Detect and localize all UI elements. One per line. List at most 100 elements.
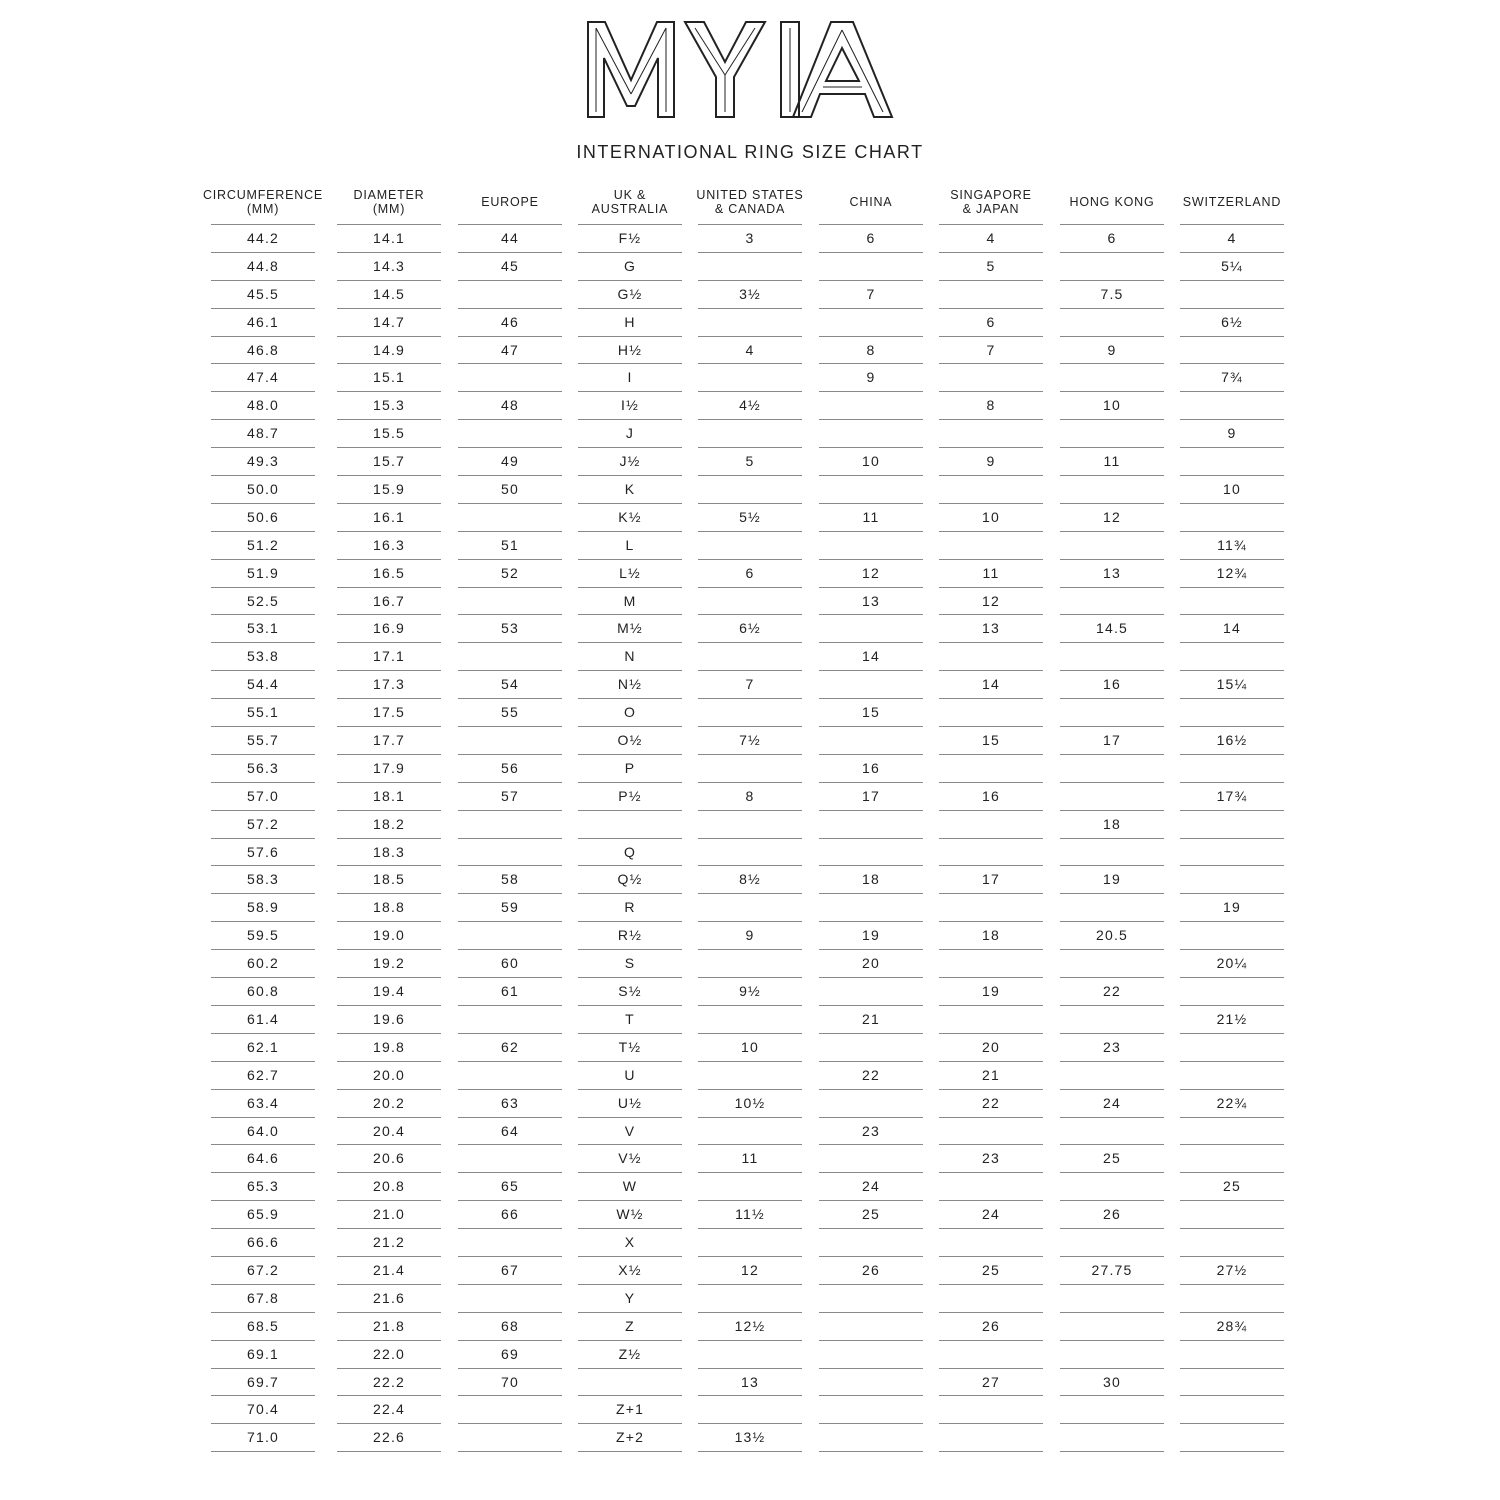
- table-cell: 15.9: [337, 476, 441, 504]
- table-cell: 10½: [698, 1090, 802, 1118]
- table-cell: 20: [939, 1034, 1043, 1062]
- table-cell: 25: [1060, 1145, 1164, 1174]
- table-cell: L: [578, 532, 682, 560]
- table-cell: T½: [578, 1034, 682, 1062]
- table-cell: [1180, 978, 1284, 1006]
- table-cell: 57.2: [211, 811, 315, 839]
- table-cell: [1060, 1341, 1164, 1369]
- table-cell: [698, 1285, 802, 1313]
- table-cell: 12: [819, 560, 923, 588]
- table-cell: [1060, 1062, 1164, 1090]
- table-cell: [698, 643, 802, 672]
- table-cell: 6: [698, 560, 802, 588]
- table-cell: 12: [1060, 504, 1164, 532]
- table-cell: 60: [458, 950, 562, 979]
- table-cell: O½: [578, 727, 682, 755]
- table-cell: 15.3: [337, 392, 441, 421]
- table-cell: 21.4: [337, 1257, 441, 1285]
- table-cell: 13: [698, 1369, 802, 1397]
- table-cell: 9: [939, 448, 1043, 477]
- table-cell: [698, 1396, 802, 1425]
- table-column: 6 7 8 9 10 11 12 13 14 15 16 17 18 19 20 21 22 23 24 25 26: [819, 224, 923, 1453]
- table-cell: [1180, 1145, 1284, 1174]
- table-cell: [458, 281, 562, 309]
- table-cell: U: [578, 1062, 682, 1090]
- table-cell: 15¼: [1180, 671, 1284, 700]
- table-cell: [939, 1006, 1043, 1034]
- table-cell: 62.1: [211, 1034, 315, 1062]
- column-header: EUROPE: [481, 195, 539, 209]
- table-cell: 17: [939, 866, 1043, 895]
- table-cell: 48: [458, 392, 562, 421]
- table-cell: [939, 1173, 1043, 1202]
- table-cell: 65.9: [211, 1201, 315, 1230]
- table-cell: 8: [698, 783, 802, 811]
- table-cell: [1180, 1424, 1284, 1453]
- table-cell: 21.8: [337, 1313, 441, 1341]
- table-cell: 47: [458, 337, 562, 365]
- table-cell: [1180, 643, 1284, 672]
- table-cell: [939, 894, 1043, 923]
- table-cell: 69.1: [211, 1341, 315, 1369]
- table-cell: 14: [939, 671, 1043, 700]
- table-cell: [1060, 420, 1164, 449]
- table-cell: 59.5: [211, 922, 315, 951]
- table-cell: Y: [578, 1285, 682, 1313]
- table-cell: [698, 839, 802, 867]
- table-cell: [1060, 364, 1164, 393]
- table-cell: 18.3: [337, 839, 441, 867]
- table-cell: S½: [578, 978, 682, 1006]
- table-cell: 22.0: [337, 1341, 441, 1369]
- table-cell: [1180, 588, 1284, 616]
- table-cell: 6½: [698, 615, 802, 644]
- table-cell: 21: [939, 1062, 1043, 1090]
- table-cell: [1180, 1034, 1284, 1062]
- table-cell: 24: [819, 1173, 923, 1202]
- table-cell: [698, 309, 802, 337]
- table-cell: 20¼: [1180, 950, 1284, 979]
- table-cell: 17: [819, 783, 923, 811]
- table-cell: 68: [458, 1313, 562, 1341]
- table-cell: [1060, 253, 1164, 281]
- table-cell: [458, 1285, 562, 1313]
- table-cell: [819, 894, 923, 923]
- table-cell: I: [578, 364, 682, 393]
- table-cell: H: [578, 309, 682, 337]
- table-cell: 47.4: [211, 364, 315, 393]
- table-cell: 18.2: [337, 811, 441, 839]
- table-cell: 44.2: [211, 225, 315, 253]
- table-cell: 23: [939, 1145, 1043, 1174]
- table-cell: 58.9: [211, 894, 315, 923]
- table-cell: 20.0: [337, 1062, 441, 1090]
- table-cell: 61.4: [211, 1006, 315, 1034]
- table-cell: Q: [578, 839, 682, 867]
- table-cell: 3½: [698, 281, 802, 309]
- table-cell: 6: [819, 225, 923, 253]
- table-cell: 15: [819, 699, 923, 728]
- table-cell: 17: [1060, 727, 1164, 755]
- table-cell: [698, 476, 802, 504]
- table-cell: 64.0: [211, 1118, 315, 1146]
- table-cell: 63: [458, 1090, 562, 1118]
- table-cell: 15.7: [337, 448, 441, 477]
- table-cell: 11¾: [1180, 532, 1284, 560]
- table-cell: J½: [578, 448, 682, 477]
- table-cell: 14.3: [337, 253, 441, 281]
- table-cell: [1060, 1285, 1164, 1313]
- table-cell: 50.6: [211, 504, 315, 532]
- chart-title: INTERNATIONAL RING SIZE CHART: [576, 142, 924, 162]
- table-cell: 17.7: [337, 727, 441, 755]
- table-cell: 23: [819, 1118, 923, 1146]
- table-cell: 14.9: [337, 337, 441, 365]
- table-cell: 65: [458, 1173, 562, 1202]
- table-cell: 62: [458, 1034, 562, 1062]
- table-cell: 69.7: [211, 1369, 315, 1397]
- table-cell: [939, 950, 1043, 979]
- table-column: 3 3½ 4 4½ 5 5½ 6 6½ 7 7½ 8 8½ 9 9½ 10 10½ 11 11½ 12 12½ 13 13…: [698, 224, 802, 1453]
- table-cell: [458, 922, 562, 951]
- table-cell: 62.7: [211, 1062, 315, 1090]
- table-cell: 6: [1060, 225, 1164, 253]
- table-cell: 5¼: [1180, 253, 1284, 281]
- table-cell: [698, 532, 802, 560]
- table-cell: 22: [1060, 978, 1164, 1006]
